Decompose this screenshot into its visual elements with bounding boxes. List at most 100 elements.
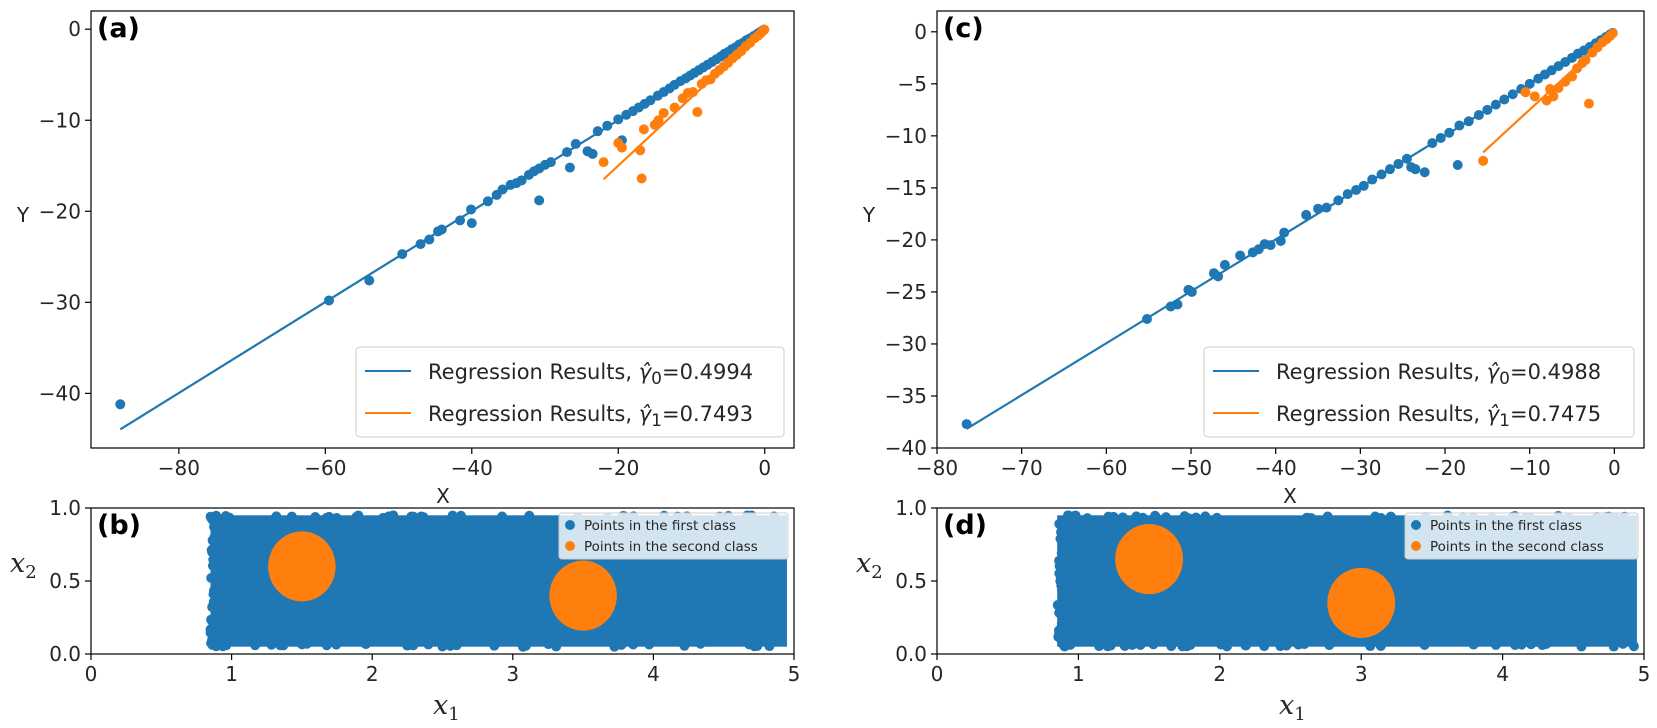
panel-c-xtick-label: −70 (1001, 456, 1043, 480)
panel-b-first-class-point (644, 639, 655, 650)
panel-d-first-class-point (1148, 639, 1159, 650)
panel-b-first-class-point (416, 511, 427, 522)
panel-c-legend-gamma-1: γ̂ (1487, 402, 1501, 426)
panel-b-first-class-point (449, 512, 460, 523)
panel-d-first-class-point (1526, 639, 1537, 650)
panel-c-data-point (1520, 87, 1531, 98)
panel-b-first-class-point (451, 640, 462, 651)
panel-a-legend-gamma-sub-1: 1 (651, 411, 662, 431)
panel-b-xtick-label: 0 (85, 662, 98, 686)
panel-c-data-point (1265, 240, 1276, 251)
panel-d-first-class-point (1468, 639, 1479, 650)
panel-a-legend-box (355, 346, 785, 438)
panel-d-first-class-point (1117, 512, 1128, 523)
panel-c-data-point (1435, 132, 1446, 143)
panel-a-data-point (482, 196, 493, 207)
panel-a-ytick-label: −10 (39, 108, 81, 132)
panel-c-data-point (1342, 189, 1353, 200)
panel-a-legend-text-0: Regression Results, (428, 360, 639, 384)
panel-d-xtick-label: 3 (1355, 662, 1368, 686)
panel-d-first-class-point (1151, 513, 1162, 524)
panel-d-first-class-point (1131, 511, 1142, 522)
panel-c-data-point (1427, 138, 1438, 149)
panel-d-first-class-point (1617, 638, 1628, 649)
panel-d-ytick-label: 0.0 (895, 642, 927, 666)
panel-c-xtick-label: −50 (1170, 456, 1212, 480)
panel-c-data-point (1358, 180, 1369, 191)
panel-c-data-point (1452, 159, 1463, 170)
panel-c-data-point (1321, 202, 1332, 213)
panel-a-legend-gamma-0: γ̂ (639, 360, 653, 384)
panel-c-legend-gamma-sub-1: 1 (1499, 411, 1510, 431)
panel-a-data-point (592, 126, 603, 137)
panel-d-first-class-point (1058, 520, 1069, 531)
panel-a-ytick-label: −20 (39, 199, 81, 223)
panel-b-xtick-label: 1 (225, 662, 238, 686)
panel-a-data-point (466, 218, 477, 229)
panel-d-class-scatter: 0 1 2 3 4 50.00.51.0 (d) x1 x2 Points in the … (856, 496, 1650, 725)
panel-a-data-point (598, 157, 609, 168)
panel-d-first-class-point (1490, 639, 1501, 650)
panel-c-legend-value-1: =0.7475 (1510, 402, 1601, 426)
panel-b-second-class-cluster (268, 531, 336, 602)
panel-c-xtick-label: −10 (1509, 456, 1551, 480)
panel-c-legend-value-0: =0.4988 (1510, 360, 1601, 384)
panel-c-data-point (1583, 98, 1594, 109)
panel-d-first-class-point (1370, 511, 1381, 522)
panel-d-second-class-cluster (1115, 524, 1184, 595)
panel-c-data-point (1141, 313, 1152, 324)
panel-c-xtick-label: −40 (1255, 456, 1297, 480)
panel-d-legend-marker-0 (1411, 520, 1421, 530)
panel-b-first-class-point (209, 521, 220, 532)
panel-d-first-class-point (1136, 638, 1147, 649)
panel-a-xtick-label: −80 (158, 456, 200, 480)
panel-a-data-point (115, 399, 126, 410)
panel-a-data-point (455, 215, 466, 226)
panel-d-first-class-point (1240, 640, 1251, 651)
panel-d-xtick-label: 2 (1213, 662, 1226, 686)
panel-d-legend-marker-1 (1411, 541, 1421, 551)
panel-a-ticks: −80 −60 −40 −20 0 0 −10 −20 −30 −40 (39, 17, 771, 480)
panel-b-first-class-point (219, 555, 230, 566)
panel-a-data-point (602, 120, 613, 131)
panel-a-legend: Regression Results, γ̂0=0.4994 Regressio… (355, 346, 785, 438)
panel-a-data-point (636, 173, 647, 184)
panel-c-data-point (1607, 28, 1618, 39)
panel-b-legend-box (558, 512, 789, 560)
panel-c-xtick-label: −60 (1085, 456, 1127, 480)
panel-b-first-class-point (543, 639, 554, 650)
panel-a-data-point (669, 102, 680, 113)
panel-d-first-class-point (1510, 640, 1521, 651)
panel-b-first-class-point (437, 641, 448, 652)
panel-a-ytick-label: −30 (39, 290, 81, 314)
panel-c-x-axis-label: X (1283, 484, 1297, 508)
panel-c-data-point (1367, 174, 1378, 185)
panel-d-first-class-point (1082, 513, 1093, 524)
panel-d-first-class-point (1322, 511, 1333, 522)
panel-a-marks (115, 24, 770, 431)
panel-c-xtick-label: −80 (916, 456, 958, 480)
panel-b-ytick-label: 0.5 (49, 569, 81, 593)
panel-b-first-class-point (206, 614, 217, 625)
panel-b-first-class-point (353, 510, 364, 521)
panel-c-y-axis-label: Y (862, 203, 876, 227)
panel-d-first-class-point (1576, 641, 1587, 652)
panel-d-xtick-label: 4 (1496, 662, 1509, 686)
panel-c-data-point (1580, 54, 1591, 65)
panel-d-first-class-point (1385, 511, 1396, 522)
panel-d-first-class-point (1628, 641, 1639, 652)
panel-d-first-class-point (1191, 512, 1202, 523)
panel-b-ticks: 0 1 2 3 4 5 0.0 0.5 1.0 (49, 496, 800, 686)
panel-d-legend-entry-0: Points in the first class (1430, 518, 1582, 534)
panel-d-first-class-point (1301, 512, 1312, 523)
panel-d-first-class-point (1608, 641, 1619, 652)
panel-c-legend-entry-1: Regression Results, γ̂1=0.7475 (1276, 402, 1601, 431)
panel-c-data-point (1219, 259, 1230, 270)
panel-a-label: (a) (97, 13, 140, 44)
panel-c-data-point (1393, 158, 1404, 169)
panel-d-first-class-point (1160, 512, 1171, 523)
panel-c-ytick-label: −10 (885, 124, 927, 148)
panel-d-first-class-point (1065, 615, 1076, 626)
panel-a-data-point (436, 224, 447, 235)
panel-a-xtick-label: −20 (597, 456, 639, 480)
